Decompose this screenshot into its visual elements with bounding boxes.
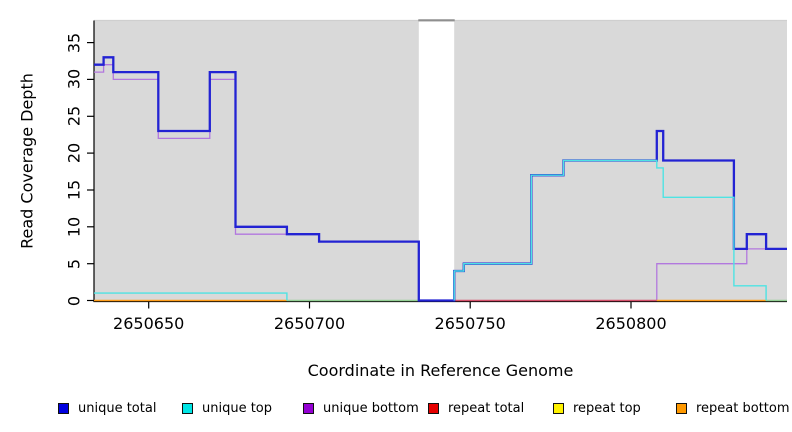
legend-label-repeat-bottom: repeat bottom [696,400,790,416]
y-tick-label: 0 [64,295,84,306]
legend-label-repeat-top: repeat top [573,400,641,416]
legend-item-unique-top: unique top [182,400,272,416]
y-axis-title: Read Coverage Depth [17,73,37,249]
y-tick-label: 10 [64,216,84,237]
legend-item-unique-total: unique total [58,400,156,416]
legend-label-repeat-total: repeat total [448,400,525,416]
legend-swatch-unique-total-icon [58,402,69,414]
legend-label-unique-total: unique total [78,400,157,416]
legend-label-unique-bottom: unique bottom [323,400,419,416]
legend-swatch-repeat-top-icon [553,402,564,414]
y-tick-label: 15 [64,179,84,201]
legend-item-repeat-top: repeat top [553,400,641,416]
legend-item-repeat-bottom: repeat bottom [676,400,790,416]
legend-item-repeat-total: repeat total [428,400,524,416]
legend-label-unique-top: unique top [202,400,273,416]
y-tick-label: 5 [64,258,84,269]
x-tick-label: 2650800 [595,314,667,333]
legend-swatch-repeat-total-icon [428,402,439,414]
legend-item-unique-bottom: unique bottom [303,400,419,416]
legend-swatch-repeat-bottom-icon [676,402,687,414]
x-tick-label: 2650650 [113,314,185,333]
x-axis-title: Coordinate in Reference Genome [307,361,574,380]
legend-swatch-unique-top-icon [182,402,193,414]
legend-swatch-unique-bottom-icon [303,402,314,414]
x-tick-label: 2650750 [434,314,506,333]
y-tick-label: 20 [64,142,84,164]
y-tick-label: 25 [64,106,84,127]
x-tick-label: 2650700 [273,314,346,333]
y-tick-label: 30 [64,69,84,90]
y-tick-label: 35 [64,32,84,53]
